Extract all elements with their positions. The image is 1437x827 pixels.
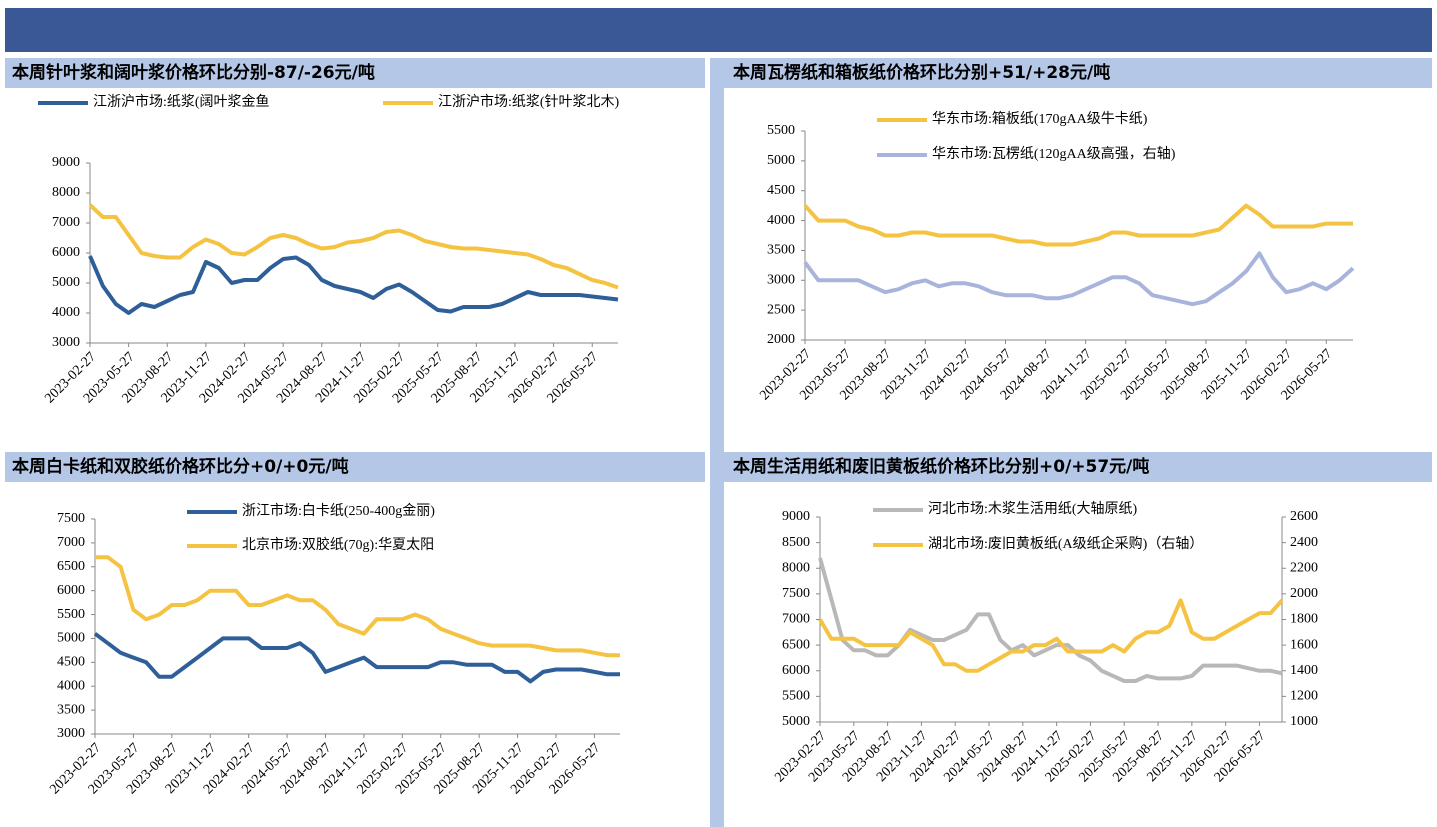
legend-label: 江浙沪市场:纸浆(阔叶浆金鱼 [93,93,270,110]
legend-label: 浙江市场:白卡纸(250-400g金丽) [242,502,435,519]
y-tick-label: 8000 [782,560,810,575]
y-tick-label: 4000 [57,678,85,693]
y-tick-label: 8500 [782,535,810,550]
y2-tick-label: 1400 [1290,663,1318,678]
legend-label: 江浙沪市场:纸浆(针叶浆北木) [438,93,620,110]
divider [710,58,724,827]
series-line [818,598,1284,673]
y-tick-label: 4000 [52,305,80,320]
y-tick-label: 7500 [782,586,810,601]
chart-title: 本周白卡纸和双胶纸价格环比分+0/+0元/吨 [12,456,349,477]
y-tick-label: 3000 [767,273,795,288]
header-bar [5,452,705,482]
header-bar [724,452,1432,482]
y-tick-label: 3500 [57,702,85,717]
y-tick-label: 3000 [52,335,80,350]
y-tick-label: 6500 [782,637,810,652]
y-tick-label: 9000 [782,509,810,524]
y-tick-label: 3000 [57,726,85,741]
y-tick-label: 8000 [52,185,80,200]
legend-label: 湖北市场:废旧黄板纸(A级纸企采购)（右轴） [928,535,1203,552]
y-tick-label: 7500 [57,511,85,526]
y2-tick-label: 1200 [1290,689,1318,704]
chart-title: 本周瓦楞纸和箱板纸价格环比分别+51/+28元/吨 [733,62,1110,83]
legend-label: 华东市场:箱板纸(170gAA级牛卡纸) [932,110,1148,127]
y-tick-label: 5000 [52,275,80,290]
y2-tick-label: 1000 [1290,714,1318,729]
y-tick-label: 5500 [57,607,85,622]
y-tick-label: 5500 [782,689,810,704]
y-tick-label: 5000 [782,714,810,729]
y-tick-label: 7000 [57,535,85,550]
y-tick-label: 6000 [782,663,810,678]
series-line [88,255,619,315]
series-line [88,203,619,290]
y-tick-label: 2000 [767,332,795,347]
series-line [93,632,620,684]
y-tick-label: 7000 [782,612,810,627]
y2-tick-label: 2000 [1290,586,1318,601]
y-tick-label: 4000 [767,213,795,228]
y-tick-label: 7000 [52,215,80,230]
chart-title: 本周生活用纸和废旧黄板纸价格环比分别+0/+57元/吨 [733,456,1149,477]
y2-tick-label: 2400 [1290,535,1318,550]
y-tick-label: 4500 [767,183,795,198]
y2-tick-label: 1600 [1290,637,1318,652]
y-tick-label: 3500 [767,243,795,258]
y-tick-label: 5500 [767,123,795,138]
y2-tick-label: 1800 [1290,612,1318,627]
y-tick-label: 4500 [57,655,85,670]
y-tick-label: 9000 [52,155,80,170]
y-tick-label: 6000 [52,245,80,260]
header-bar [724,58,1432,88]
series-line [803,203,1353,247]
y-tick-label: 6500 [57,559,85,574]
series-line [803,251,1355,307]
top-band [5,8,1432,52]
y-tick-label: 2500 [767,302,795,317]
legend-label: 华东市场:瓦楞纸(120gAA级高强，右轴) [932,145,1176,162]
y-tick-label: 5000 [57,631,85,646]
y2-tick-label: 2600 [1290,509,1318,524]
series-line [95,555,620,658]
legend-label: 河北市场:木浆生活用纸(大轴原纸) [928,500,1138,517]
y-tick-label: 6000 [57,583,85,598]
y-tick-label: 5000 [767,153,795,168]
legend-label: 北京市场:双胶纸(70g):华夏太阳 [242,536,434,553]
header-bar [5,58,705,88]
series-line [818,557,1283,683]
y2-tick-label: 2200 [1290,560,1318,575]
chart-title: 本周针叶浆和阔叶浆价格环比分别-87/-26元/吨 [12,62,375,83]
